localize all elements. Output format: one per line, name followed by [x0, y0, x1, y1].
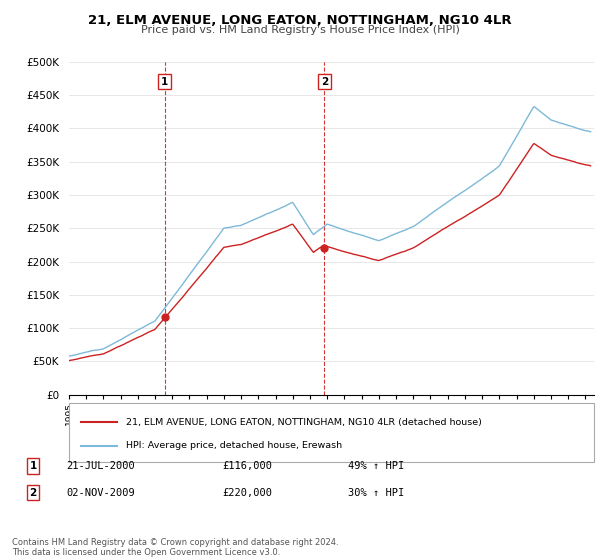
Text: £116,000: £116,000: [222, 461, 272, 471]
Text: 49% ↑ HPI: 49% ↑ HPI: [348, 461, 404, 471]
Text: Contains HM Land Registry data © Crown copyright and database right 2024.
This d: Contains HM Land Registry data © Crown c…: [12, 538, 338, 557]
Text: Price paid vs. HM Land Registry's House Price Index (HPI): Price paid vs. HM Land Registry's House …: [140, 25, 460, 35]
Text: 2: 2: [29, 488, 37, 498]
Text: 02-NOV-2009: 02-NOV-2009: [66, 488, 135, 498]
Text: 21, ELM AVENUE, LONG EATON, NOTTINGHAM, NG10 4LR (detached house): 21, ELM AVENUE, LONG EATON, NOTTINGHAM, …: [126, 418, 482, 427]
Text: 21, ELM AVENUE, LONG EATON, NOTTINGHAM, NG10 4LR: 21, ELM AVENUE, LONG EATON, NOTTINGHAM, …: [88, 14, 512, 27]
Text: £220,000: £220,000: [222, 488, 272, 498]
Text: 2: 2: [321, 77, 328, 87]
Text: 21-JUL-2000: 21-JUL-2000: [66, 461, 135, 471]
Text: 1: 1: [161, 77, 168, 87]
Text: HPI: Average price, detached house, Erewash: HPI: Average price, detached house, Erew…: [126, 441, 342, 450]
Text: 1: 1: [29, 461, 37, 471]
Text: 30% ↑ HPI: 30% ↑ HPI: [348, 488, 404, 498]
